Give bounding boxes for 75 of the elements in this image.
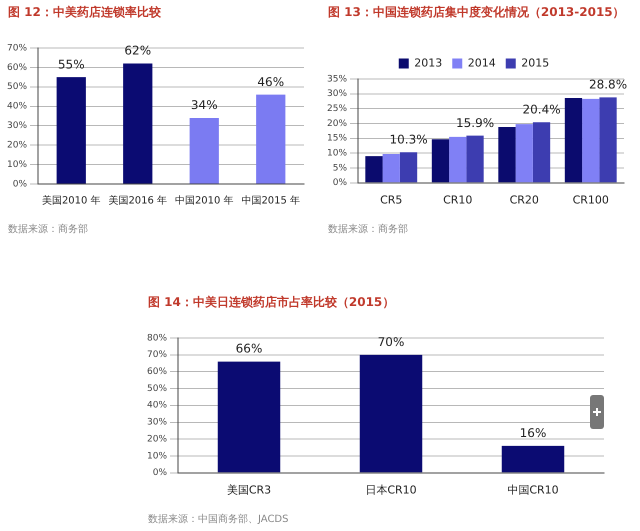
bar [599, 97, 617, 182]
y-tick-label: 30% [326, 89, 348, 100]
y-tick-label: 0% [152, 468, 168, 478]
bar [582, 98, 600, 182]
x-tick-label: 中国2010 年 [174, 194, 234, 207]
bar [218, 362, 280, 472]
y-tick-label: 10% [326, 148, 348, 158]
chart-title: 图 13：中国连锁药店集中度变化情况（2013-2015） [328, 4, 625, 21]
bar [502, 446, 564, 472]
y-tick-label: 40% [6, 102, 28, 112]
y-tick-label: 20% [146, 434, 168, 444]
y-tick-label: 0% [12, 179, 28, 190]
x-tick-label: 美国2016 年 [108, 194, 168, 207]
y-tick-label: 20% [6, 140, 28, 150]
bar [498, 127, 516, 182]
chart-title: 图 12：中美药店连锁率比较 [8, 4, 161, 21]
bar [466, 136, 484, 182]
x-tick-label: 美国CR3 [226, 483, 272, 496]
legend-label: 2013 [414, 56, 442, 70]
bar [256, 94, 286, 184]
y-tick-label: 0% [332, 178, 348, 188]
x-tick-label: CR100 [572, 193, 609, 206]
bar [564, 98, 582, 182]
x-tick-label: CR20 [510, 193, 539, 206]
source-note: 数据来源：商务部 [328, 222, 408, 236]
y-tick-label: 70% [146, 350, 168, 360]
legend-label: 2014 [468, 56, 496, 70]
bar [400, 152, 418, 182]
source-note: 数据来源：中国商务部、JACDS [148, 512, 288, 526]
bar [56, 77, 86, 184]
y-tick-label: 30% [6, 121, 28, 132]
data-label: 28.8% [588, 78, 628, 92]
data-label: 15.9% [456, 116, 494, 130]
data-label: 66% [236, 342, 262, 356]
y-tick-label: 5% [332, 163, 348, 174]
y-tick-label: 50% [6, 82, 28, 92]
x-tick-label: 中国CR10 [507, 483, 559, 496]
bar [360, 354, 422, 472]
bar [516, 124, 533, 182]
y-tick-label: 50% [146, 384, 168, 394]
data-label: 16% [520, 426, 546, 440]
bar [449, 136, 466, 182]
y-tick-label: 30% [146, 418, 168, 428]
x-tick-label: 中国2015 年 [241, 194, 300, 207]
bar [123, 64, 152, 184]
y-tick-label: 60% [146, 367, 168, 378]
y-tick-label: 25% [326, 104, 348, 114]
source-note: 数据来源：商务部 [8, 222, 88, 236]
bar [432, 139, 450, 182]
data-label: 20.4% [522, 102, 561, 116]
y-tick-label: 70% [6, 43, 28, 54]
legend-label: 2015 [521, 56, 550, 70]
data-label: 10.3% [389, 132, 428, 146]
x-tick-label: 日本CR10 [365, 483, 417, 496]
bar [382, 154, 400, 182]
y-tick-label: 20% [326, 118, 348, 129]
y-tick-label: 60% [6, 62, 28, 73]
data-label: 46% [257, 74, 284, 89]
y-tick-label: 40% [146, 400, 168, 411]
y-tick-label: 10% [6, 160, 28, 170]
chart-title: 图 14：中美日连锁药店市占率比较（2015） [148, 294, 394, 311]
x-tick-label: CR5 [380, 193, 402, 206]
data-label: 70% [378, 334, 404, 349]
x-tick-label: 美国2010 年 [42, 194, 101, 207]
data-label: 55% [58, 57, 85, 72]
y-tick-label: 10% [146, 451, 168, 462]
y-tick-label: 35% [326, 74, 348, 84]
y-tick-label: 80% [146, 333, 168, 344]
y-tick-label: 15% [326, 134, 348, 144]
data-label: 62% [124, 44, 152, 58]
x-tick-label: CR10 [443, 193, 472, 206]
bar [532, 122, 550, 182]
bar [190, 118, 219, 184]
bar [365, 156, 383, 182]
data-label: 34% [190, 98, 218, 112]
